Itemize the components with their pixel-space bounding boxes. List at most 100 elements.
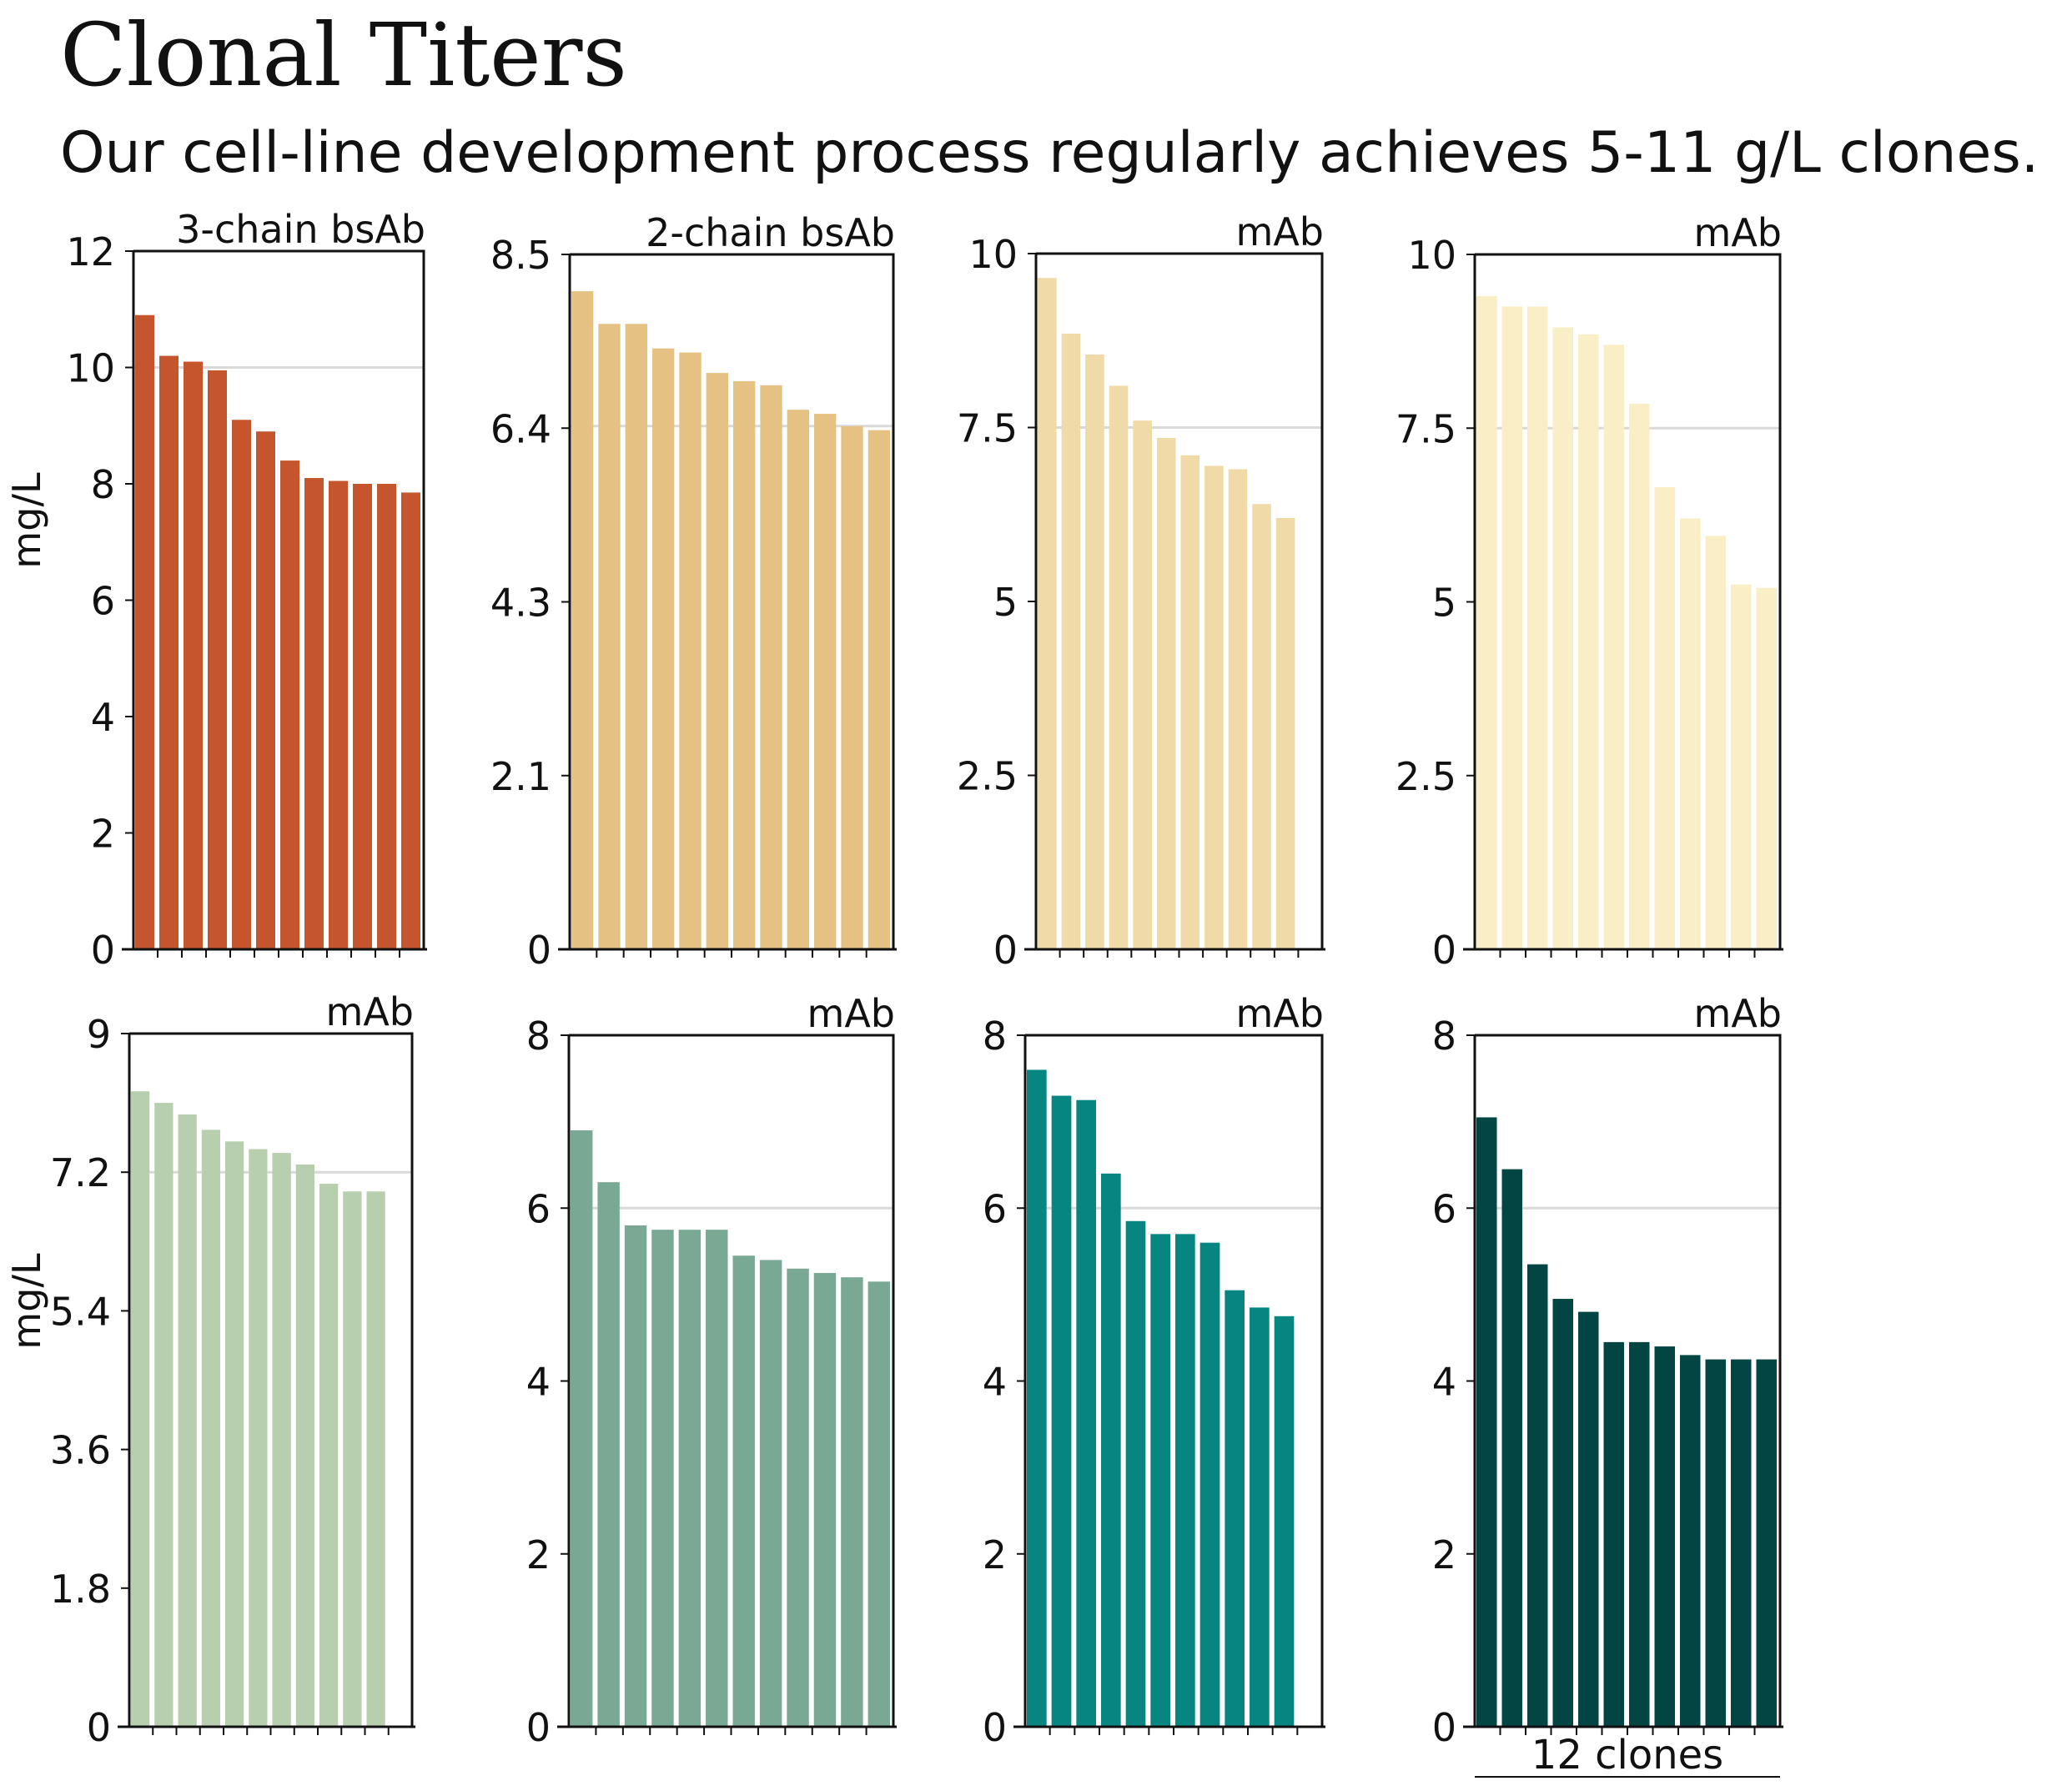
y-tick-label: 5.4: [50, 1289, 111, 1334]
y-tick-label: 7.2: [50, 1150, 111, 1195]
bar: [651, 1230, 674, 1727]
bar: [1038, 278, 1057, 949]
bar: [1250, 1307, 1270, 1727]
y-tick-label: 4: [1432, 1360, 1456, 1405]
bar: [1705, 1359, 1726, 1727]
bar: [256, 431, 275, 949]
page-subtitle: Our cell-line development process regula…: [60, 120, 2039, 186]
bar: [759, 1260, 782, 1727]
bar: [1101, 1173, 1121, 1727]
bar: [225, 1141, 244, 1727]
bar: [1199, 1242, 1220, 1727]
bar: [1125, 1220, 1146, 1727]
bar: [159, 355, 179, 949]
bar: [1629, 1341, 1650, 1727]
y-tick-label: 0: [91, 928, 115, 973]
bar: [1501, 1169, 1522, 1727]
bar: [1756, 1359, 1777, 1727]
y-tick-label: 10: [1407, 233, 1456, 278]
y-axis-label: mg/L: [4, 472, 49, 569]
bar: [1085, 354, 1104, 949]
bar: [1501, 306, 1522, 950]
bar: [1150, 1234, 1170, 1727]
bar: [597, 1182, 620, 1727]
y-tick-label: 4: [91, 695, 115, 740]
y-tick-label: 10: [968, 232, 1018, 277]
bar: [1275, 517, 1295, 949]
y-tick-label: 6: [526, 1186, 551, 1231]
bar: [787, 410, 809, 949]
bar: [304, 478, 324, 949]
y-tick-label: 6: [91, 579, 115, 624]
bar: [760, 385, 782, 949]
bar: [1527, 306, 1548, 950]
bar: [787, 1268, 809, 1727]
chart-panel-7: 0 2 4 6 8 mAb: [983, 991, 1325, 1750]
y-tick-label: 7.5: [1396, 406, 1456, 451]
y-tick-label: 2: [1432, 1532, 1456, 1577]
y-tick-label: 2.1: [490, 754, 551, 799]
bar: [1204, 465, 1224, 949]
bar: [232, 420, 251, 949]
y-tick-label: 9: [87, 1012, 111, 1057]
bar: [733, 380, 756, 949]
bar: [814, 414, 837, 950]
bar: [732, 1255, 755, 1727]
chart-panel-8: 0 2 4 6 8 mAb: [1432, 991, 1783, 1750]
y-tick-label: 0: [993, 928, 1018, 973]
bar: [625, 324, 647, 949]
chart-title: 2-chain bsAb: [646, 210, 895, 255]
chart-title: mAb: [1236, 991, 1324, 1036]
bar: [1629, 404, 1650, 950]
bar: [178, 1114, 197, 1727]
bar: [1680, 1355, 1701, 1727]
y-tick-label: 6.4: [490, 406, 551, 451]
y-tick-label: 0: [527, 928, 551, 973]
bar: [1156, 438, 1176, 949]
chart-title: mAb: [1236, 209, 1324, 254]
bar: [319, 1184, 339, 1727]
bar: [1731, 584, 1752, 949]
y-tick-label: 4: [526, 1360, 551, 1405]
bar: [249, 1149, 268, 1727]
chart-panel-3: 0 2.5 5 7.5 10 mAb: [957, 209, 1325, 973]
bar: [1027, 1069, 1047, 1727]
bar: [1061, 333, 1081, 949]
bar: [1578, 334, 1599, 949]
chart-panel-4: 0 2.5 5 7.5 10 mAb: [1396, 210, 1783, 973]
y-tick-label: 12: [66, 229, 115, 274]
y-tick-label: 4.3: [490, 581, 551, 626]
bar: [201, 1129, 220, 1727]
bar: [377, 484, 396, 949]
bar: [1552, 327, 1573, 950]
bar: [1076, 1099, 1096, 1727]
chart-title: mAb: [807, 991, 895, 1036]
y-tick-label: 0: [526, 1705, 551, 1750]
bar: [1731, 1359, 1752, 1727]
bar: [841, 1277, 863, 1727]
y-tick-label: 0: [1432, 1705, 1456, 1750]
y-tick-label: 6: [983, 1186, 1007, 1231]
bar: [184, 361, 203, 949]
bar: [329, 480, 348, 949]
bar: [813, 1272, 837, 1727]
bar: [868, 430, 890, 949]
bar: [598, 324, 621, 949]
bar: [1654, 1346, 1675, 1727]
y-tick-label: 8: [91, 462, 115, 507]
bar: [1578, 1311, 1599, 1727]
page-title: Clonal Titers: [60, 4, 627, 106]
chart-title: 3-chain bsAb: [176, 207, 425, 252]
chart-title: mAb: [326, 989, 414, 1034]
bar: [154, 1103, 174, 1727]
bar: [1133, 420, 1152, 949]
bar: [295, 1164, 314, 1727]
bar: [1527, 1264, 1548, 1727]
bar: [1225, 1290, 1245, 1727]
bar: [1274, 1316, 1295, 1727]
bar: [624, 1225, 647, 1727]
bar: [1705, 536, 1726, 949]
bar: [1756, 587, 1777, 949]
bar: [1109, 385, 1129, 950]
